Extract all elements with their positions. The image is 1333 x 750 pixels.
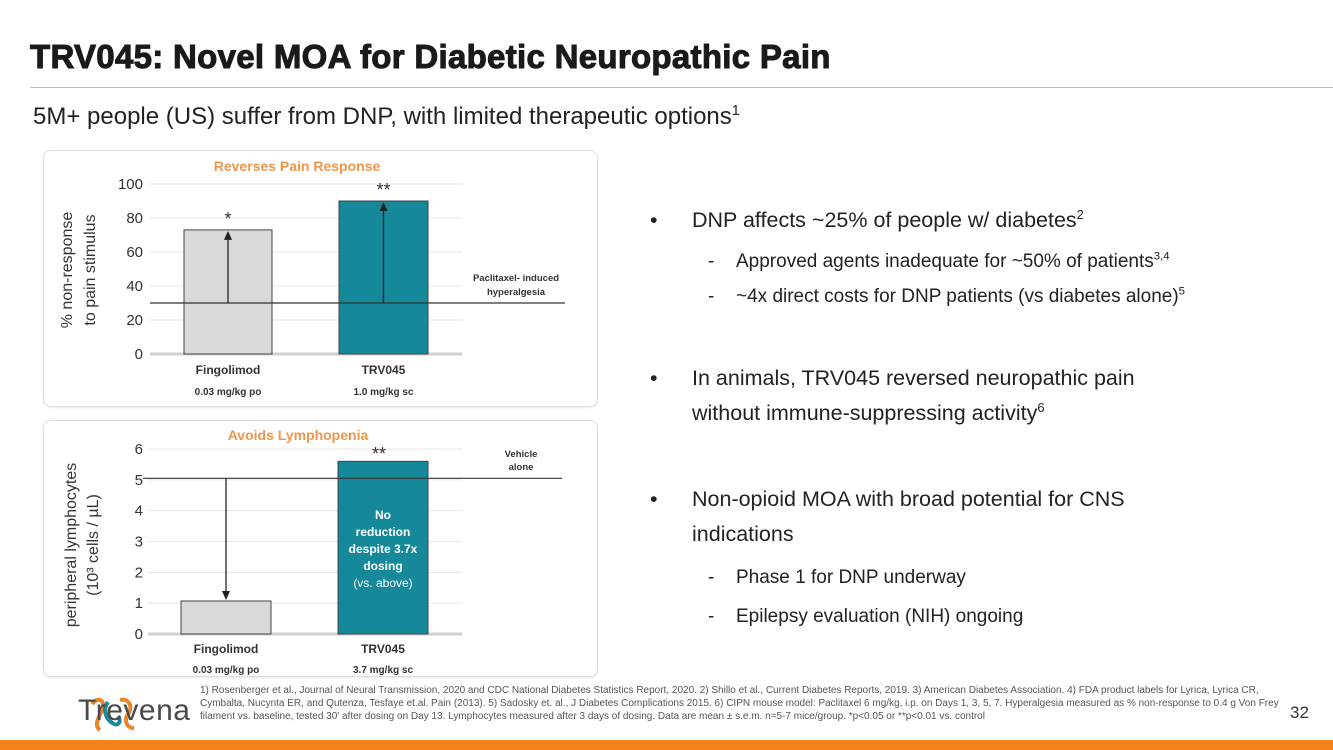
dash-marker: -	[708, 606, 715, 627]
y-tick-label: 6	[135, 441, 143, 458]
bar-annotation: dosing	[363, 559, 402, 573]
trevena-logo-text: Trevena	[78, 694, 191, 727]
bullet-marker: •	[650, 487, 658, 511]
bar-trv045	[337, 460, 429, 635]
chart-panel-lymphopenia	[43, 420, 598, 677]
dose-label: 0.03 mg/kg po	[193, 665, 260, 676]
dash-marker: -	[708, 286, 715, 307]
chart-title: Avoids Lymphopenia	[228, 427, 369, 443]
y-axis-label: % non-response	[59, 212, 76, 329]
category-label: TRV045	[362, 363, 406, 377]
bullet-moa-line2: indications	[692, 522, 794, 546]
category-label: Fingolimod	[196, 363, 261, 377]
sub-bullet-approved-agents: Approved agents inadequate for ~50% of p…	[736, 250, 1170, 272]
bullet-moa-line1: Non-opioid MOA with broad potential for …	[692, 487, 1125, 511]
bar-annotation: despite 3.7x	[349, 542, 418, 556]
sub-bullet-phase1: Phase 1 for DNP underway	[736, 567, 966, 588]
reference-label: Paclitaxel- induced	[473, 273, 559, 284]
y-tick-label: 0	[135, 346, 143, 363]
dose-label: 0.03 mg/kg po	[195, 387, 262, 398]
bullet-marker: •	[650, 208, 658, 232]
subtitle-text: 5M+ people (US) suffer from DNP, with li…	[33, 103, 732, 130]
bullet-marker: •	[650, 366, 658, 390]
reference-label: Vehicle	[505, 449, 538, 460]
bar-annotation: (vs. above)	[353, 576, 412, 590]
y-tick-label: 5	[135, 472, 143, 489]
y-tick-label: 2	[135, 564, 143, 581]
pain-response-chart: Reverses Pain Response 0 20 40 60 80 100 % non-…	[59, 158, 565, 398]
footnotes: 1) Rosenberger et al., Journal of Neural…	[200, 685, 1279, 722]
y-tick-label: 20	[126, 312, 143, 329]
title-divider	[30, 87, 1333, 88]
sub-bullet-direct-costs: ~4x direct costs for DNP patients (vs di…	[736, 285, 1186, 307]
dose-label: 3.7 mg/kg sc	[353, 665, 413, 676]
reference-label: hyperalgesia	[487, 287, 546, 298]
footer-accent-bar	[0, 740, 1333, 750]
dash-marker: -	[708, 567, 715, 588]
y-tick-label: 0	[135, 626, 143, 643]
page-number: 32	[1290, 703, 1309, 722]
y-tick-label: 60	[126, 244, 143, 261]
y-tick-label: 40	[126, 278, 143, 295]
bar-annotation: reduction	[356, 525, 411, 539]
subtitle-footnote: 1	[731, 103, 740, 119]
arrow-head-icon	[224, 230, 232, 240]
dose-label: 1.0 mg/kg sc	[353, 387, 413, 398]
chart-panel-pain	[43, 150, 598, 407]
slide-subtitle: 5M+ people (US) suffer from DNP, with li…	[33, 103, 740, 131]
arrow-head-icon	[222, 591, 230, 601]
y-tick-label: 3	[135, 534, 143, 551]
y-tick-label: 80	[126, 210, 143, 227]
arrow-head-icon	[379, 202, 388, 211]
chart-title: Reverses Pain Response	[214, 158, 381, 174]
y-axis-label: (10³ cells / µL)	[85, 494, 102, 596]
slide-title: TRV045: Novel MOA for Diabetic Neuropath…	[30, 38, 831, 76]
category-label: Fingolimod	[194, 642, 259, 656]
dash-marker: -	[708, 251, 715, 272]
bar-fingolimod	[180, 600, 272, 635]
significance-marker: **	[372, 444, 386, 464]
bullet-animals-line1: In animals, TRV045 reversed neuropathic …	[692, 366, 1135, 390]
significance-marker: *	[224, 209, 231, 229]
bar-annotation: No	[375, 508, 391, 522]
bullet-dnp-prevalence: DNP affects ~25% of people w/ diabetes2	[692, 206, 1084, 232]
y-tick-label: 1	[135, 595, 143, 612]
significance-marker: **	[376, 180, 390, 200]
y-tick-label: 100	[118, 176, 143, 193]
category-label: TRV045	[361, 642, 405, 656]
lymphopenia-chart: Avoids Lymphopenia 0 1 2 3 4 5 6 peripheral lymp…	[63, 427, 562, 676]
y-axis-label: peripheral lymphocytes	[63, 463, 80, 628]
trevena-logo-icon	[90, 697, 135, 732]
sub-bullet-epilepsy: Epilepsy evaluation (NIH) ongoing	[736, 606, 1024, 627]
reference-label: alone	[509, 462, 534, 473]
y-axis-label: to pain stimulus	[82, 214, 99, 325]
bullet-animals-line2: without immune-suppressing activity6	[692, 399, 1045, 425]
y-tick-label: 4	[135, 503, 143, 520]
